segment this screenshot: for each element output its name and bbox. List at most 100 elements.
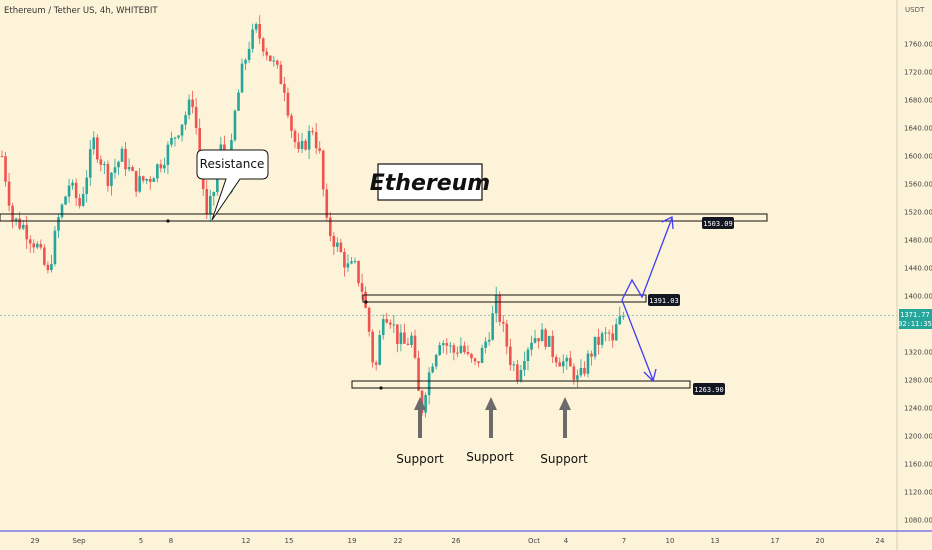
candle-body <box>103 163 106 165</box>
candle-body <box>523 361 526 370</box>
candle-body <box>385 319 389 323</box>
title-box[interactable]: Ethereum <box>370 163 490 201</box>
candle-body <box>279 64 283 85</box>
candle-body <box>530 342 533 350</box>
projection-zigzag <box>621 217 673 301</box>
candle-body <box>184 115 187 125</box>
support-arrow-3-icon <box>559 397 571 438</box>
candle-body <box>198 128 201 157</box>
last-price-value: 1371.77 <box>900 311 930 319</box>
candle-body <box>92 137 96 150</box>
x-tick-label: 24 <box>876 537 885 545</box>
candle-body <box>611 333 614 341</box>
x-tick-label: Sep <box>72 537 86 545</box>
levels-layer <box>0 213 768 390</box>
candle-body <box>357 260 360 284</box>
candle-body <box>237 92 240 111</box>
resistance-callout[interactable]: Resistance <box>196 149 269 221</box>
candle-body <box>339 242 343 252</box>
candle-body <box>561 361 565 367</box>
candle-body <box>32 243 36 248</box>
candle-body <box>141 176 145 181</box>
candle-body <box>240 63 244 93</box>
candle-body <box>233 110 237 141</box>
candle-body <box>258 23 261 39</box>
x-tick-label: 5 <box>139 537 143 545</box>
candle-body <box>261 38 265 52</box>
resistance-label: Resistance <box>200 157 265 171</box>
candle-body <box>600 333 604 345</box>
candle-body <box>484 341 487 348</box>
candle-body <box>360 283 364 292</box>
candle-body <box>205 189 209 214</box>
candle-body <box>293 130 297 143</box>
last-price-timer: 02:11:35 <box>898 320 932 328</box>
candle-body <box>265 51 269 56</box>
candle-body <box>618 316 622 325</box>
candle-body <box>519 369 523 381</box>
y-tick-label: 1480.00 <box>904 237 932 245</box>
range-top-box[interactable] <box>362 294 647 303</box>
candle-body <box>212 192 216 197</box>
candle-body <box>14 218 18 221</box>
candle-body <box>0 156 4 157</box>
candle-body <box>39 243 43 248</box>
candle-body <box>378 335 382 365</box>
candle-body <box>251 29 254 49</box>
candle-body <box>491 313 494 340</box>
candle-body <box>498 294 502 322</box>
support-level-anchor[interactable] <box>379 386 383 390</box>
candle-body <box>7 181 11 206</box>
y-tick-label: 1320.00 <box>904 349 932 357</box>
candle-body <box>152 178 156 182</box>
candle-body <box>106 163 110 186</box>
candle-body <box>572 366 576 380</box>
candle-body <box>569 357 572 367</box>
support-label-2: Support <box>466 450 514 464</box>
support-level-box[interactable] <box>351 380 691 389</box>
candle-body <box>590 353 593 357</box>
candle-body <box>353 260 357 262</box>
candle-body <box>60 204 64 218</box>
candle-body <box>427 372 431 396</box>
candle-body <box>417 357 420 391</box>
candle-body <box>470 353 473 359</box>
candle-body <box>244 60 247 64</box>
x-tick-label: 26 <box>452 537 461 545</box>
candle-body <box>367 307 371 332</box>
range-top-anchor[interactable] <box>364 300 368 304</box>
candle-body <box>597 336 600 345</box>
candle-body <box>120 148 124 162</box>
x-tick-label: 19 <box>348 537 357 545</box>
candle-body <box>540 329 544 342</box>
candle-body <box>50 263 53 271</box>
x-tick-label: 8 <box>169 537 173 545</box>
projection-arrows[interactable] <box>621 215 674 383</box>
candle-body <box>332 235 336 247</box>
candle-body <box>131 167 134 171</box>
currency-label: USDT <box>905 6 925 14</box>
x-tick-label: 20 <box>816 537 825 545</box>
candle-body <box>4 156 7 182</box>
candle-body <box>25 224 29 240</box>
projection-down-arrowhead-icon <box>643 368 657 383</box>
candle-body <box>110 172 113 186</box>
candle-body <box>180 124 184 136</box>
x-tick-label: 13 <box>711 537 720 545</box>
candle-body <box>290 115 293 131</box>
candle-body <box>127 167 131 170</box>
time-axis[interactable]: 29 Sep 5 8 12 15 19 22 26 Oct 4 7 10 13 17 20 24 <box>0 530 932 545</box>
candle-body <box>431 366 434 373</box>
resistance-level-box[interactable] <box>0 213 768 222</box>
level-badge-1391-text: 1391.03 <box>649 297 679 305</box>
level-badge-1263-text: 1263.90 <box>694 386 724 394</box>
candle-body <box>593 336 597 357</box>
y-tick-label: 1400.00 <box>904 293 932 301</box>
candle-body <box>156 164 159 179</box>
resistance-level-anchor[interactable] <box>166 219 170 223</box>
y-tick-label: 1560.00 <box>904 181 932 189</box>
candle-body <box>389 322 392 325</box>
candle-body <box>516 364 519 381</box>
